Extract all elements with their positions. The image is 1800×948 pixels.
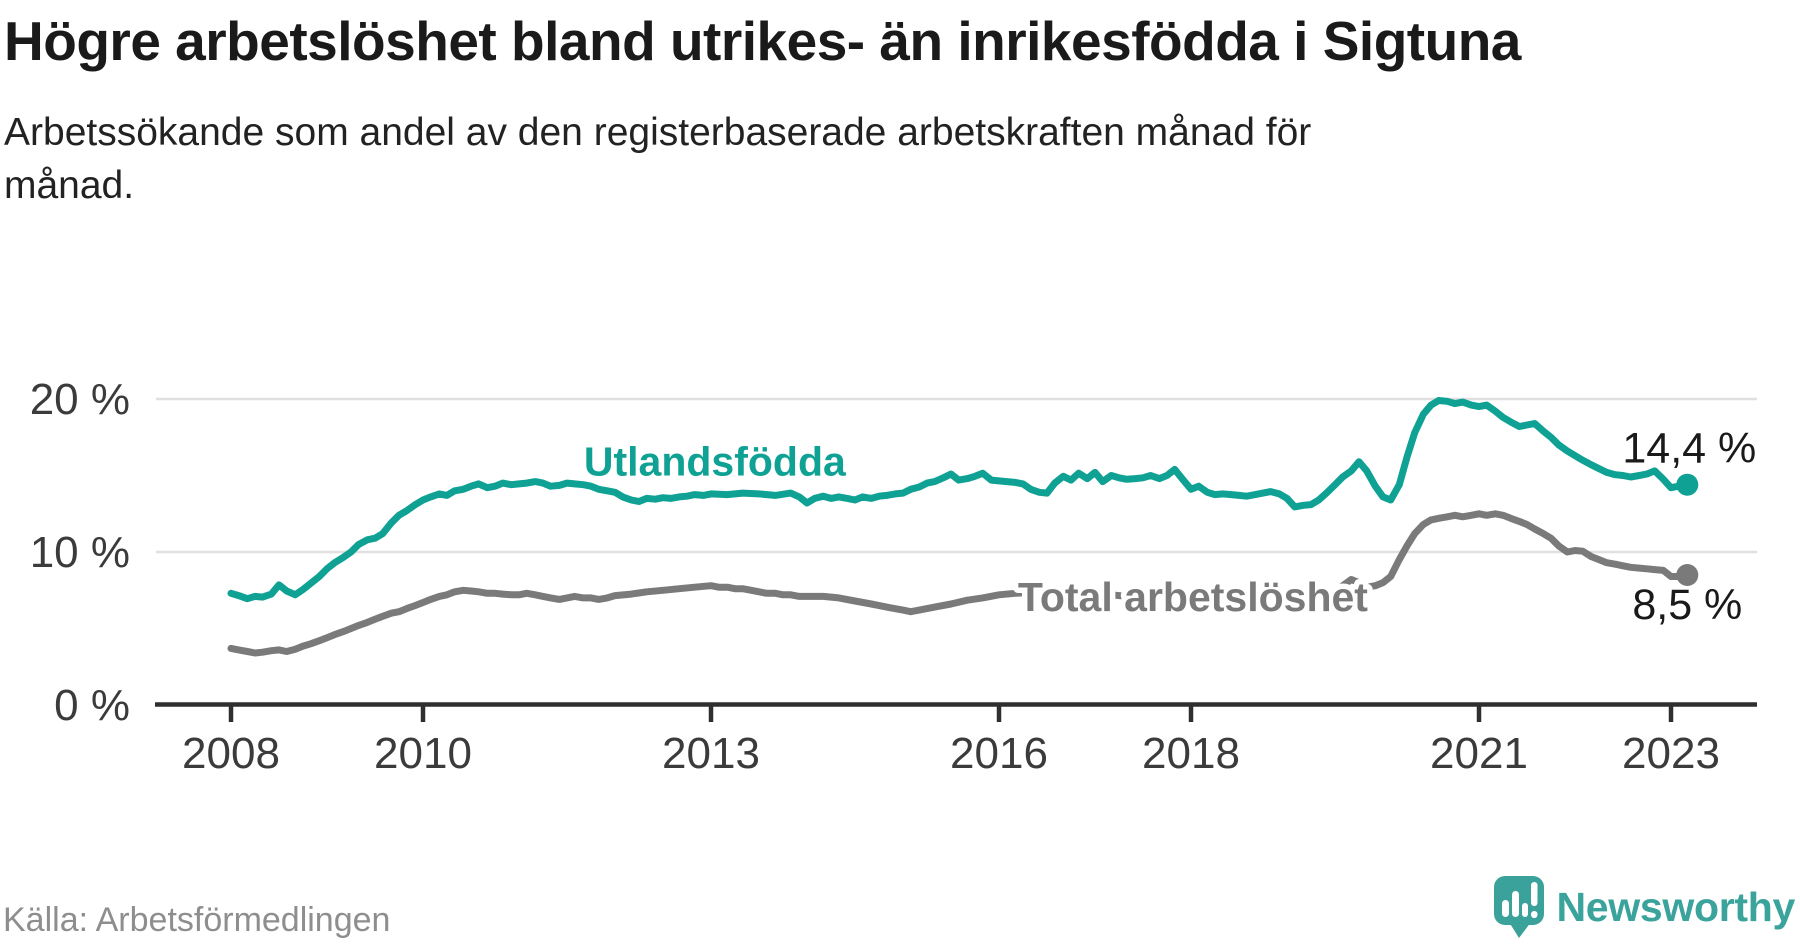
x-tick-label-2013: 2013	[662, 729, 760, 778]
x-tick-label-2021: 2021	[1430, 729, 1528, 778]
y-tick-label-0: 0 %	[54, 681, 130, 730]
x-tick-label-2023: 2023	[1622, 729, 1720, 778]
series-line-0	[227, 397, 1691, 603]
series-end-dot-1	[1676, 564, 1699, 586]
series-line-1	[227, 510, 1691, 657]
chart-header: Högre arbetslöshet bland utrikes- än inr…	[4, 10, 1570, 212]
y-tick-label-10: 10 %	[30, 528, 130, 577]
end-value-label-1: 8,5 %	[1632, 581, 1742, 629]
source-note: Källa: Arbetsförmedlingen	[3, 901, 391, 939]
end-value-label-0: 14,4 %	[1622, 425, 1756, 473]
x-tick-label-2010: 2010	[374, 729, 472, 778]
chart-subtitle: Arbetssökande som andel av den registerb…	[4, 111, 1312, 208]
newsworthy-logo-text: Newsworthy	[1556, 883, 1796, 930]
series-label-0: Utlandsfödda	[584, 439, 847, 485]
page-title: Högre arbetslöshet bland utrikes- än inr…	[4, 10, 1521, 72]
x-tick-label-2018: 2018	[1142, 729, 1240, 778]
newsworthy-logo-icon	[1493, 876, 1544, 938]
y-tick-label-20: 20 %	[30, 375, 130, 424]
x-tick-label-2008: 2008	[182, 729, 280, 778]
newsworthy-logo: Newsworthy	[1493, 874, 1796, 940]
x-tick-label-2016: 2016	[950, 729, 1048, 778]
series-end-dot-0	[1676, 473, 1699, 496]
series-label-1: Total arbetslöshet	[1018, 574, 1368, 620]
